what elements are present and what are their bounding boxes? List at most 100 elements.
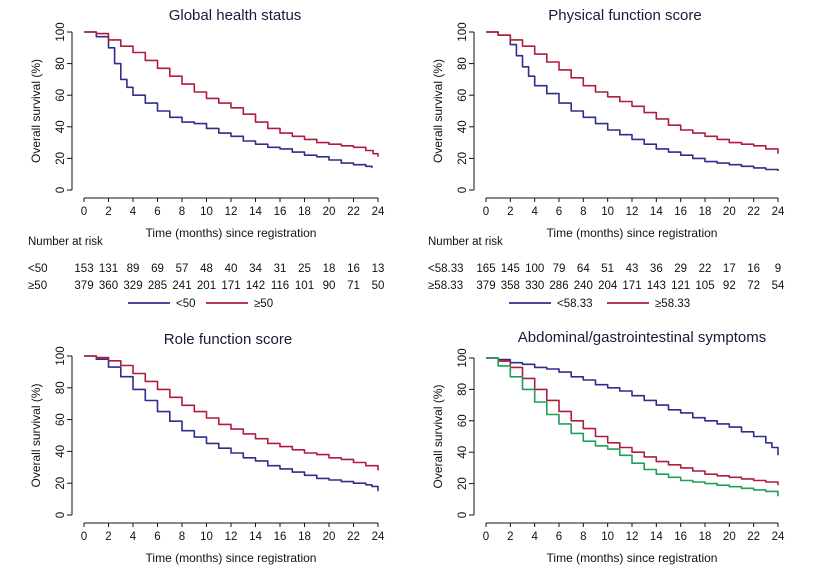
risk-count: 71	[347, 280, 360, 292]
y-tick-label: 0	[457, 187, 469, 193]
x-tick-label: 10	[200, 206, 213, 218]
y-tick-label: 20	[55, 477, 67, 490]
x-tick-label: 22	[747, 206, 760, 218]
legend-label: ≥58.33	[655, 298, 690, 310]
y-axis-label: Overall survival (%)	[29, 59, 43, 163]
survival-curve-series-3	[486, 357, 779, 497]
risk-count: 143	[647, 280, 666, 292]
risk-count: 358	[501, 280, 520, 292]
x-tick-label: 20	[323, 531, 336, 543]
risk-row-label: <50	[28, 263, 48, 275]
risk-row-label: ≥50	[28, 280, 47, 292]
km-panel-4: Abdominal/gastrointestinal symptoms02040…	[431, 329, 785, 565]
x-tick-label: 6	[154, 206, 160, 218]
risk-row-label: ≥58.33	[428, 280, 463, 292]
survival-curve-series-2	[486, 31, 779, 154]
risk-count: 89	[127, 263, 140, 275]
y-tick-label: 100	[55, 346, 67, 365]
y-axis-label: Overall survival (%)	[29, 383, 43, 487]
risk-count: 48	[200, 263, 213, 275]
risk-count: 36	[650, 263, 663, 275]
x-tick-label: 6	[556, 531, 562, 543]
chart-title: Physical function score	[548, 7, 701, 24]
x-tick-label: 22	[347, 206, 360, 218]
x-tick-label: 20	[723, 531, 736, 543]
x-tick-label: 0	[483, 531, 489, 543]
y-axis-label: Overall survival (%)	[431, 59, 445, 163]
risk-count: 116	[271, 280, 289, 292]
x-tick-label: 10	[200, 531, 213, 543]
risk-count: 54	[772, 280, 785, 292]
survival-curve-series-2	[84, 31, 379, 157]
x-tick-label: 12	[626, 206, 639, 218]
x-tick-label: 14	[650, 206, 663, 218]
y-tick-label: 100	[457, 348, 469, 367]
legend-label: <50	[176, 298, 196, 310]
risk-count: 121	[671, 280, 690, 292]
risk-count: 171	[221, 280, 240, 292]
survival-curve-series-1	[486, 31, 779, 171]
risk-count: 72	[747, 280, 760, 292]
x-tick-label: 0	[483, 206, 489, 218]
y-tick-label: 40	[457, 446, 469, 459]
risk-count: 330	[525, 280, 544, 292]
x-tick-label: 14	[249, 206, 262, 218]
x-tick-label: 18	[298, 531, 311, 543]
y-tick-label: 0	[457, 512, 469, 518]
risk-count: 22	[699, 263, 712, 275]
y-tick-label: 40	[55, 120, 67, 133]
risk-count: 153	[74, 263, 93, 275]
risk-count: 329	[123, 280, 142, 292]
risk-count: 165	[476, 263, 495, 275]
risk-count: 50	[372, 280, 385, 292]
x-tick-label: 18	[298, 206, 311, 218]
risk-count: 145	[501, 263, 520, 275]
survival-curve-series-2	[486, 357, 779, 486]
km-panel-1: Global health status020406080100Overall …	[28, 7, 385, 310]
x-tick-label: 20	[723, 206, 736, 218]
y-tick-label: 60	[55, 413, 67, 426]
risk-count: 142	[246, 280, 265, 292]
risk-count: 379	[74, 280, 93, 292]
chart-title: Role function score	[164, 331, 292, 348]
y-tick-label: 80	[457, 383, 469, 396]
x-tick-label: 24	[772, 531, 785, 543]
y-tick-label: 100	[457, 22, 469, 41]
risk-count: 16	[747, 263, 760, 275]
risk-count: 379	[476, 280, 495, 292]
risk-count: 40	[225, 263, 238, 275]
risk-count: 240	[574, 280, 593, 292]
y-axis-label: Overall survival (%)	[431, 384, 445, 488]
x-tick-label: 24	[372, 531, 385, 543]
x-tick-label: 10	[601, 206, 614, 218]
risk-count: 17	[723, 263, 736, 275]
risk-count: 16	[347, 263, 360, 275]
chart-title: Global health status	[169, 7, 302, 24]
y-tick-label: 40	[457, 120, 469, 133]
risk-count: 360	[99, 280, 118, 292]
x-tick-label: 16	[274, 206, 287, 218]
x-tick-label: 2	[507, 531, 513, 543]
survival-curve-series-1	[486, 357, 779, 456]
legend-label: <58.33	[557, 298, 593, 310]
chart-title: Abdominal/gastrointestinal symptoms	[518, 329, 766, 346]
y-tick-label: 80	[55, 57, 67, 70]
x-tick-label: 0	[81, 531, 87, 543]
risk-count: 69	[151, 263, 164, 275]
x-tick-label: 8	[179, 206, 185, 218]
x-axis-label: Time (months) since registration	[547, 226, 718, 240]
y-tick-label: 60	[457, 89, 469, 102]
risk-table-label: Number at risk	[428, 236, 503, 248]
y-tick-label: 60	[457, 414, 469, 427]
risk-count: 241	[172, 280, 191, 292]
risk-count: 171	[622, 280, 641, 292]
risk-count: 286	[549, 280, 568, 292]
x-tick-label: 8	[580, 206, 586, 218]
x-tick-label: 2	[105, 206, 111, 218]
y-tick-label: 100	[55, 22, 67, 41]
x-axis-label: Time (months) since registration	[146, 551, 317, 565]
x-tick-label: 4	[130, 531, 137, 543]
x-tick-label: 24	[772, 206, 785, 218]
